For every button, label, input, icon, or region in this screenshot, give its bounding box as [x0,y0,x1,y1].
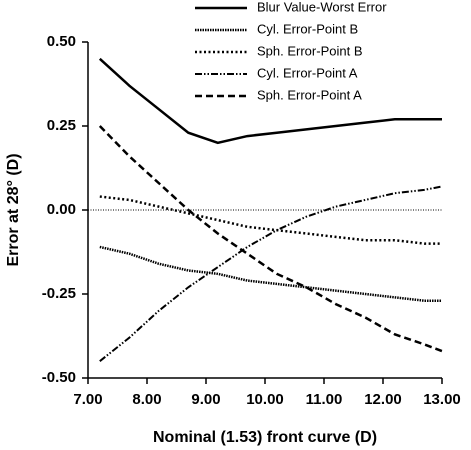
y-tick-label: -0.50 [42,369,76,386]
legend-label: Sph. Error-Point B [257,43,363,58]
legend-label: Cyl. Error-Point B [257,21,358,36]
x-tick-label: 8.00 [132,391,161,408]
series-line [98,125,443,353]
legend-label: Sph. Error-Point A [257,87,362,102]
x-tick-label: 12.00 [364,391,402,408]
x-tick-label: 9.00 [191,391,220,408]
y-tick-label: -0.25 [42,285,76,302]
series-line [98,57,442,145]
x-tick-label: 13.00 [423,391,461,408]
series-line [99,185,443,362]
y-tick-label: 0.50 [47,33,76,50]
x-tick-label: 11.00 [306,391,343,408]
y-tick-label: 0.00 [47,201,76,218]
x-tick-label: 10.00 [246,391,284,408]
legend-label: Blur Value-Worst Error [257,0,387,14]
x-tick-label: 7.00 [73,391,102,408]
x-axis-label: Nominal (1.53) front curve (D) [153,429,377,446]
y-tick-label: 0.25 [47,117,76,134]
legend-label: Cyl. Error-Point A [257,65,358,80]
series-line [99,195,442,245]
series-line [99,245,442,302]
y-axis-label: Error at 28° (D) [5,153,22,266]
